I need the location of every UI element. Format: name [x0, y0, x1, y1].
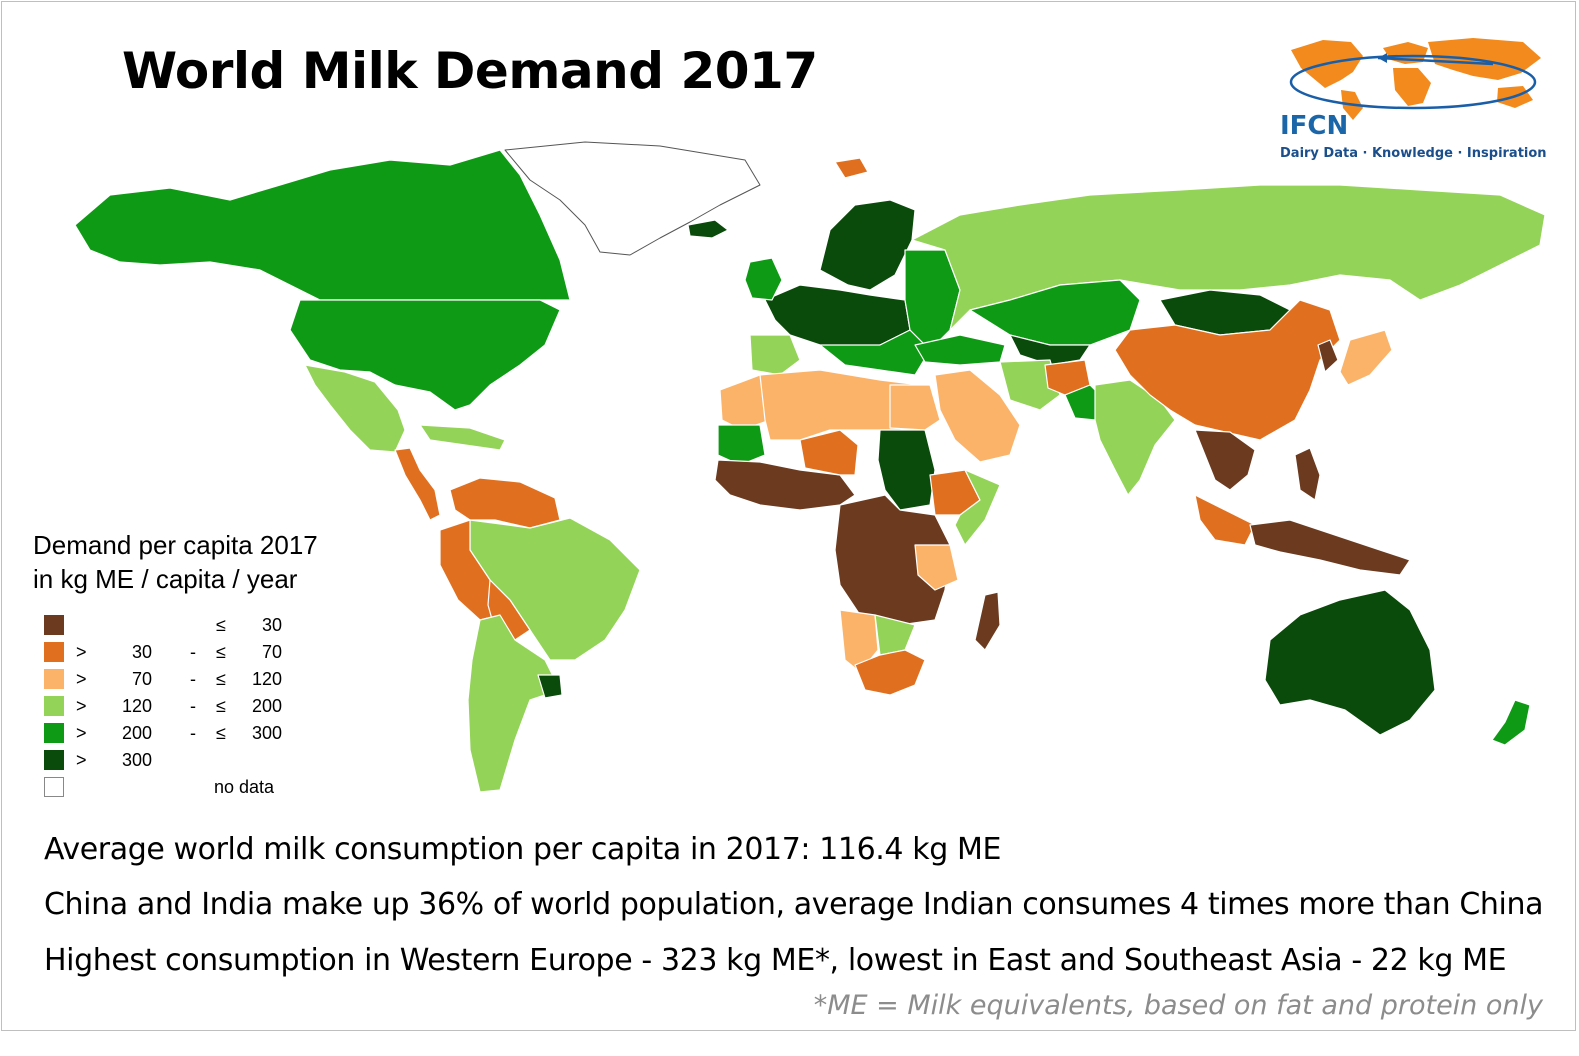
- region-canada: [74, 149, 571, 301]
- region-mauritania: [717, 424, 766, 466]
- legend-row: >30 - ≤70: [44, 642, 304, 662]
- legend-le: ≤: [216, 723, 226, 743]
- region-southern-africa: [854, 649, 926, 696]
- region-venezuela-colombia: [449, 477, 561, 529]
- legend-row: ≤30: [44, 615, 304, 635]
- legend-gt: >: [76, 750, 87, 770]
- region-sudan: [877, 429, 936, 511]
- region-malaysia-indonesia-west: [1194, 494, 1256, 546]
- legend-le: ≤: [216, 642, 226, 662]
- legend-swatch: [44, 696, 64, 716]
- region-greenland: [504, 141, 761, 256]
- slide-frame: [1, 1, 1576, 1031]
- footnote-me-definition: *ME = Milk equivalents, based on fat and…: [813, 990, 1543, 1021]
- orbit-ring: [1289, 54, 1537, 110]
- region-scandinavia: [819, 199, 916, 291]
- legend-le: ≤: [216, 615, 226, 635]
- logo-name: IFCN: [1280, 111, 1349, 141]
- region-argentina-chile: [467, 614, 561, 793]
- legend-swatch: [44, 615, 64, 635]
- region-iran: [999, 359, 1061, 411]
- region-central-america: [394, 447, 441, 521]
- region-uk-ireland: [744, 257, 783, 301]
- region-niger: [799, 429, 859, 476]
- legend-dash: -: [190, 642, 196, 662]
- legend-row: >200 - ≤300: [44, 723, 304, 743]
- region-arabia: [934, 369, 1021, 463]
- legend-row: >70 - ≤120: [44, 669, 304, 689]
- legend-gt: >: [76, 642, 87, 662]
- region-svalbard: [834, 157, 869, 179]
- legend-swatch: [44, 750, 64, 770]
- region-mexico: [304, 364, 406, 453]
- legend-low: 120: [121, 696, 152, 716]
- region-tanzania: [914, 544, 959, 591]
- legend-title-line2: in kg ME / capita / year: [33, 564, 298, 594]
- legend-low: 30: [131, 642, 152, 662]
- legend-low: 300: [121, 750, 152, 770]
- legend-swatch: [44, 669, 64, 689]
- legend-gt: >: [76, 723, 87, 743]
- legend-high: 30: [261, 615, 282, 635]
- legend-swatch: [44, 642, 64, 662]
- orbit-arrow: [1377, 56, 1494, 66]
- region-somalia: [954, 469, 1001, 546]
- ifcn-logo-graphic: [1289, 38, 1541, 120]
- region-iberia: [749, 334, 801, 376]
- legend-le: ≤: [216, 696, 226, 716]
- region-uruguay: [537, 674, 563, 699]
- region-philippines: [1294, 447, 1321, 501]
- legend-swatch: [44, 723, 64, 743]
- note-china-india: China and India make up 36% of world pop…: [44, 887, 1544, 922]
- legend-title: Demand per capita 2017 in kg ME / capita…: [33, 528, 318, 596]
- region-usa: [289, 299, 561, 411]
- legend-gt: >: [76, 696, 87, 716]
- region-korea: [1317, 339, 1339, 373]
- legend-low: 200: [121, 723, 152, 743]
- logo-tagline: Dairy Data · Knowledge · Inspiration: [1280, 146, 1547, 161]
- region-japan: [1339, 329, 1393, 386]
- note-highest-lowest: Highest consumption in Western Europe - …: [44, 943, 1507, 978]
- region-balkans-italy: [819, 329, 931, 376]
- arrow-head-icon: [1378, 53, 1387, 63]
- region-southeast-asia: [1194, 429, 1256, 491]
- legend-title-line1: Demand per capita 2017: [33, 530, 318, 560]
- legend-low: 70: [131, 669, 152, 689]
- region-indonesia-east: [1249, 519, 1411, 576]
- region-egypt: [889, 384, 941, 431]
- legend-swatch: [44, 777, 64, 797]
- legend-row: >120 - ≤200: [44, 696, 304, 716]
- legend-no-data-label: no data: [214, 777, 275, 797]
- legend-row-no-data: no data: [44, 777, 304, 797]
- legend-dash: -: [190, 723, 196, 743]
- region-central-africa: [834, 494, 951, 626]
- region-new-zealand: [1491, 699, 1531, 746]
- legend-high: 300: [251, 723, 282, 743]
- region-australia: [1264, 589, 1436, 736]
- legend-gt: >: [76, 669, 87, 689]
- note-average: Average world milk consumption per capit…: [44, 832, 1002, 867]
- legend-dash: -: [190, 696, 196, 716]
- region-caribbean: [419, 424, 506, 451]
- legend-high: 120: [251, 669, 282, 689]
- legend-high: 70: [261, 642, 282, 662]
- region-china: [1114, 299, 1341, 441]
- legend-le: ≤: [216, 669, 226, 689]
- region-madagascar: [974, 591, 1001, 651]
- region-central-asia: [1009, 334, 1091, 366]
- region-iceland: [687, 219, 729, 239]
- page-title: World Milk Demand 2017: [122, 42, 818, 100]
- legend-row: >300: [44, 750, 304, 770]
- legend-dash: -: [190, 669, 196, 689]
- legend-high: 200: [251, 696, 282, 716]
